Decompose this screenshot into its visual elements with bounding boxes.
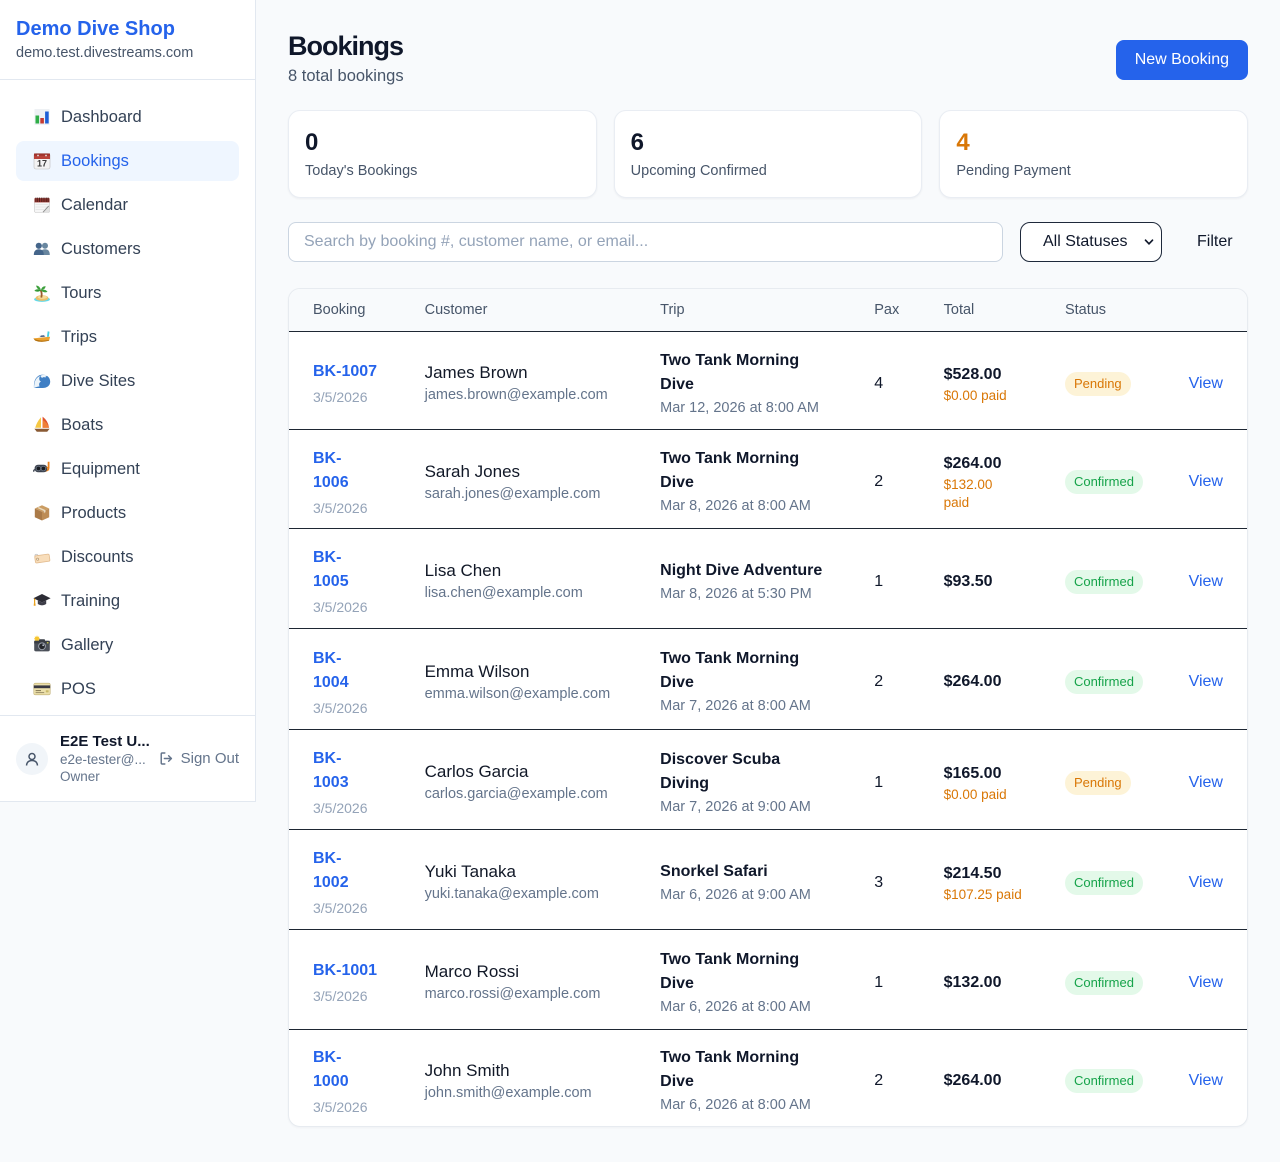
svg-text:17: 17: [37, 159, 47, 169]
